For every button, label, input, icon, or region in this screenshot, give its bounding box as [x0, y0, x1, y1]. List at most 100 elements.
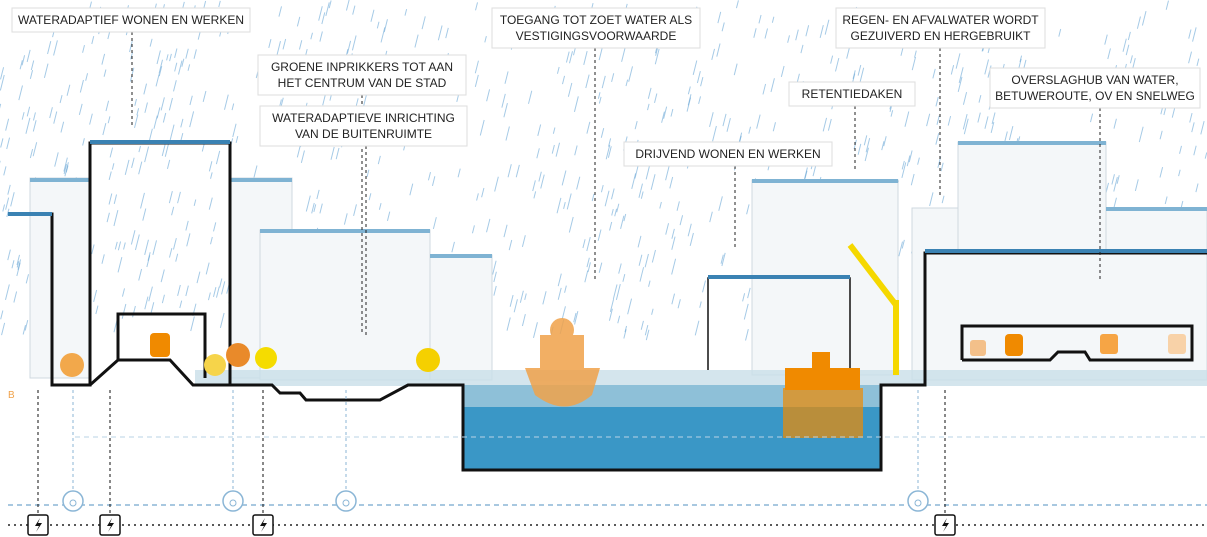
raindrop [1138, 126, 1144, 143]
raindrop [654, 93, 658, 103]
raindrop [726, 117, 731, 132]
raindrop [501, 93, 506, 108]
raindrop [160, 97, 165, 111]
raindrop [457, 168, 461, 178]
raindrop [722, 113, 727, 127]
raindrop [158, 65, 163, 77]
raindrop [437, 25, 443, 41]
water-drop [342, 499, 350, 507]
raindrop [748, 126, 751, 134]
raindrop [651, 308, 654, 315]
raindrop [561, 170, 567, 186]
raindrop [471, 225, 475, 234]
raindrop [316, 189, 320, 200]
raindrop [144, 146, 150, 163]
background-buildings [29, 141, 1207, 381]
raindrop [555, 142, 561, 157]
raindrop [5, 118, 10, 131]
raindrop [474, 74, 479, 87]
raindrop [824, 19, 830, 35]
container [970, 340, 986, 356]
raindrop [2, 204, 6, 212]
raindrop [557, 273, 562, 287]
raindrop [509, 294, 514, 307]
raindrop [771, 16, 775, 23]
label-box [259, 105, 468, 147]
building [429, 254, 493, 381]
raindrop [716, 43, 721, 57]
raindrop [582, 239, 586, 249]
raindrop [1113, 176, 1118, 192]
building [29, 177, 91, 379]
raindrop [586, 236, 591, 252]
raindrop [568, 216, 574, 233]
raindrop [607, 146, 612, 158]
raindrop [108, 193, 113, 205]
raindrop [556, 66, 560, 74]
water-icon [907, 490, 929, 512]
raindrop [717, 11, 722, 24]
label-text: DRIJVEND WONEN EN WERKEN [635, 147, 820, 161]
raindrop [864, 147, 869, 162]
raindrop [647, 103, 650, 111]
raindrop [138, 145, 141, 153]
raindrop [6, 208, 10, 218]
raindrop [431, 176, 436, 186]
raindrop [370, 9, 375, 22]
raindrop [352, 5, 356, 15]
raindrop [0, 67, 5, 80]
raindrop [661, 111, 665, 123]
raindrop [93, 289, 98, 303]
raindrop [640, 191, 644, 199]
raindrop [169, 53, 172, 62]
label-text: GROENE INPRIKKERS TOT AAN [271, 60, 453, 74]
raindrop [121, 288, 126, 297]
raindrop [671, 236, 676, 250]
raindrop [645, 329, 650, 341]
raindrop [1192, 27, 1197, 42]
raindrop [551, 144, 555, 154]
raindrop [79, 79, 84, 93]
raindrop [881, 141, 885, 151]
raindrop [568, 51, 573, 64]
water-surface [195, 370, 1207, 386]
connectors [27, 390, 956, 536]
raindrop [168, 191, 173, 204]
raindrop [651, 249, 656, 263]
raindrop [475, 2, 478, 11]
raindrop [770, 78, 775, 93]
raindrop [144, 239, 149, 255]
raindrop [1, 322, 6, 336]
raindrop [313, 204, 317, 212]
raindrop [318, 6, 323, 21]
raindrop [476, 193, 479, 201]
raindrop [147, 252, 151, 261]
raindrop [631, 173, 637, 189]
raindrop [655, 47, 659, 56]
raindrop [113, 194, 118, 204]
raindrop [63, 157, 68, 172]
raindrop [639, 267, 645, 282]
raindrop [160, 269, 165, 283]
raindrop [117, 241, 122, 251]
raindrop [202, 90, 207, 102]
raindrop [689, 232, 694, 246]
raindrop [665, 223, 670, 235]
raindrop [432, 217, 437, 230]
raindrop [479, 119, 485, 136]
raindrop [156, 50, 161, 65]
raindrop [421, 16, 426, 30]
raindrop [11, 260, 15, 269]
raindrop [451, 241, 455, 253]
raindrop [131, 157, 135, 169]
raindrop [231, 103, 235, 111]
raindrop [1191, 122, 1195, 133]
raindrop [911, 56, 917, 71]
raindrop [224, 94, 229, 110]
platform [783, 352, 863, 438]
platform-base [783, 388, 863, 438]
raindrop [32, 112, 36, 121]
raindrop [914, 50, 917, 58]
raindrop [174, 48, 178, 58]
